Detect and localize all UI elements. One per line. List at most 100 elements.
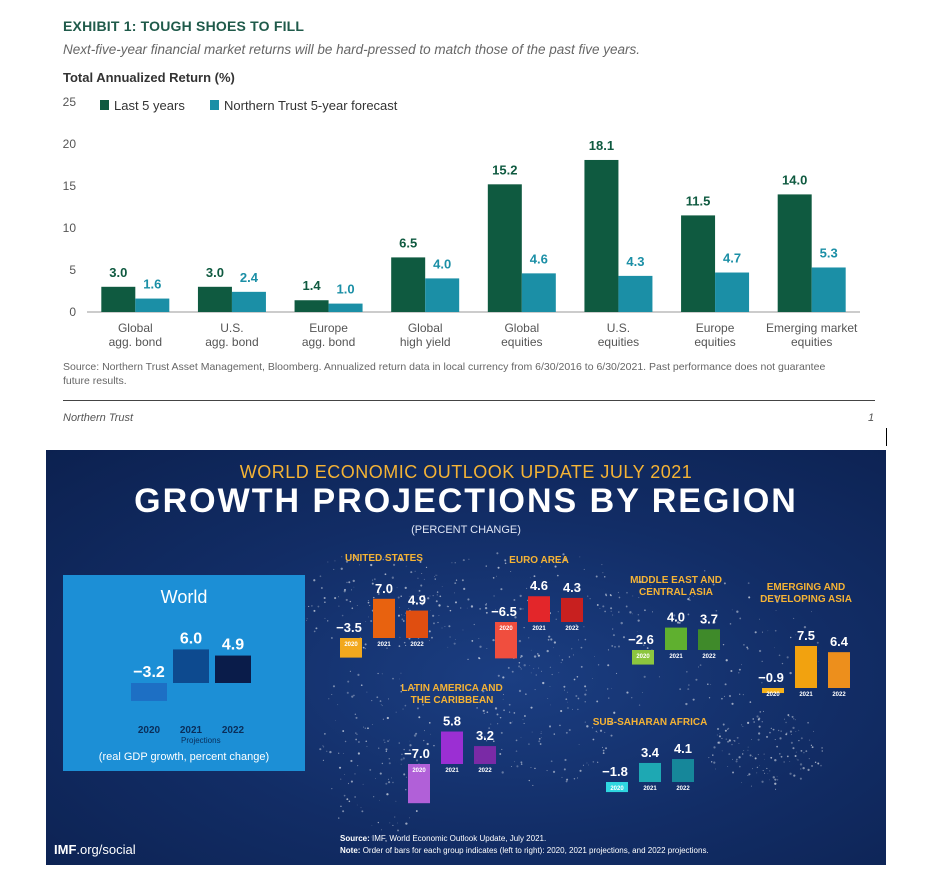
map-dot (731, 758, 733, 760)
map-dot (342, 730, 345, 733)
map-dot (576, 675, 579, 678)
map-dot (538, 667, 540, 669)
map-dot (579, 769, 582, 772)
legend-label: Last 5 years (114, 98, 185, 113)
growth-value-label: −3.5 (336, 620, 362, 635)
map-dot (715, 609, 718, 612)
map-dot (323, 746, 325, 748)
map-dot (604, 576, 606, 578)
growth-value-label: −3.2 (133, 664, 165, 681)
map-dot (761, 721, 763, 723)
map-dot (394, 559, 396, 561)
map-dot (566, 691, 568, 693)
map-dot (795, 730, 797, 732)
map-dot (749, 754, 752, 757)
map-dot (751, 739, 752, 741)
map-dot (774, 629, 777, 632)
map-dot (334, 560, 336, 562)
map-dot (607, 649, 609, 651)
map-dot (757, 718, 760, 721)
growth-bar (828, 652, 850, 688)
map-dot (356, 733, 358, 735)
map-dot (559, 724, 561, 727)
year-label: 2022 (478, 768, 492, 774)
map-dot (687, 598, 690, 601)
map-dot (364, 647, 366, 650)
year-label: 2021 (445, 768, 459, 774)
map-dot (728, 753, 731, 756)
imf-brand[interactable]: IMF.org/social (54, 842, 136, 857)
map-dot (409, 744, 412, 747)
map-dot (597, 664, 600, 666)
map-dot (389, 739, 390, 741)
map-dot (508, 711, 511, 713)
x-tick-label: Global (408, 321, 443, 335)
map-dot (520, 761, 523, 764)
map-dot (515, 739, 518, 742)
map-dot (454, 582, 457, 585)
map-dot (599, 607, 601, 609)
map-dot (548, 725, 552, 728)
year-label: 2020 (344, 642, 358, 648)
map-dot (405, 565, 407, 567)
map-dot (770, 756, 773, 759)
map-dot (352, 556, 354, 558)
map-dot (426, 742, 429, 746)
year-label: 2021 (377, 642, 391, 648)
map-dot (530, 706, 533, 709)
map-dot (528, 779, 530, 782)
map-dot (583, 626, 585, 628)
map-dot (551, 673, 553, 676)
map-dot (485, 611, 488, 614)
map-dot (592, 738, 595, 741)
map-dot (349, 600, 352, 603)
map-dot (763, 753, 765, 755)
growth-value-label: 6.0 (180, 630, 202, 647)
map-dot (462, 559, 465, 562)
map-dot (547, 638, 550, 641)
map-dot (398, 742, 401, 744)
exhibit-panel: EXHIBIT 1: TOUGH SHOES TO FILL Next-five… (62, 18, 887, 446)
map-dot (568, 656, 571, 658)
map-dot (789, 636, 792, 639)
map-dot (463, 587, 466, 590)
map-dot (402, 620, 405, 622)
map-dot (421, 603, 424, 606)
map-dot (555, 618, 557, 620)
map-dot (523, 722, 525, 725)
year-label: 2021 (799, 692, 813, 698)
map-dot (787, 714, 790, 716)
map-dot (526, 599, 529, 602)
region-title: THE CARIBBEAN (411, 695, 494, 706)
map-dot (528, 637, 530, 639)
map-dot (789, 730, 793, 733)
region-title: EMERGING AND (767, 582, 846, 593)
map-dot (758, 732, 761, 735)
map-dot (368, 616, 369, 618)
map-dot (514, 616, 517, 619)
map-dot (496, 552, 499, 555)
map-dot (338, 766, 342, 769)
growth-value-label: −1.8 (602, 764, 628, 779)
map-dot (422, 739, 425, 742)
map-dot (728, 739, 731, 742)
map-dot (322, 759, 325, 762)
map-dot (313, 579, 316, 582)
map-dot (511, 766, 513, 767)
map-dot (561, 659, 564, 661)
map-dot (529, 577, 531, 579)
map-dot (338, 752, 340, 754)
map-dot (540, 731, 542, 733)
map-dot (596, 731, 598, 733)
map-dot (324, 601, 326, 603)
map-dot (736, 736, 739, 739)
map-dot (759, 710, 762, 713)
map-dot (365, 740, 368, 743)
legend-swatch (100, 100, 109, 110)
map-dot (577, 697, 580, 700)
map-dot (732, 771, 735, 774)
year-label: 2022 (832, 692, 846, 698)
map-dot (486, 603, 487, 605)
map-dot (350, 759, 353, 763)
map-dot (405, 822, 408, 825)
